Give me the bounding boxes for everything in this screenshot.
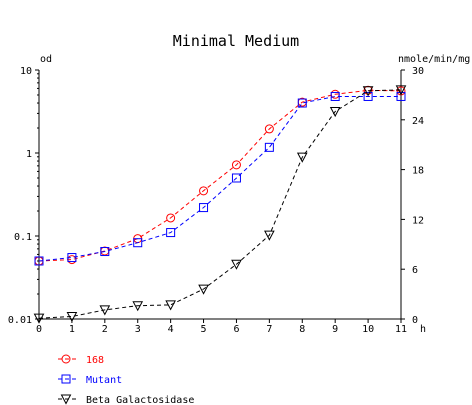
data-point-beta-galactosidase [99, 305, 111, 316]
axes [35, 69, 405, 323]
chart-title: Minimal Medium [173, 32, 299, 50]
x-tick-label: 4 [168, 324, 174, 335]
x-tick-label: 11 [395, 324, 407, 335]
left-axis-unit: od [40, 54, 52, 65]
data-point-mutant [264, 142, 274, 152]
data-point-mutant [231, 173, 241, 183]
x-axis-unit: h [420, 324, 426, 335]
left-tick-label: 10 [20, 66, 32, 77]
right-tick-label: 12 [412, 215, 424, 226]
x-tick-label: 7 [266, 324, 272, 335]
data-point-mutant [330, 91, 340, 101]
data-point-mutant [67, 253, 77, 263]
legend-marker-168 [61, 354, 71, 364]
left-tick-label: 1 [26, 149, 32, 160]
left-tick-label: 0.1 [14, 232, 32, 243]
x-tick-label: 1 [69, 324, 75, 335]
right-tick-label: 6 [412, 265, 418, 276]
right-tick-label: 0 [412, 315, 418, 326]
data-point-beta-galactosidase [395, 85, 407, 96]
legend-marker-beta-galactosidase [60, 394, 72, 405]
data-point-mutant [199, 203, 209, 213]
right-tick-label: 30 [412, 66, 424, 77]
data-point-beta-galactosidase [66, 312, 78, 323]
x-tick-label: 0 [36, 324, 42, 335]
data-point-mutant [100, 247, 110, 257]
data-point-beta-galactosidase [329, 107, 341, 118]
x-tick-label: 6 [233, 324, 239, 335]
data-point-beta-galactosidase [33, 313, 45, 324]
x-tick-label: 2 [102, 324, 108, 335]
right-axis-unit: nmole/min/mg [398, 54, 470, 65]
data-point-mutant [396, 91, 406, 101]
right-tick-label: 24 [412, 116, 424, 127]
legend-label-beta-galactosidase: Beta Galactosidase [86, 395, 194, 405]
data-point-beta-galactosidase [362, 86, 374, 97]
data-point-mutant [166, 228, 176, 238]
data-point-mutant [297, 98, 307, 108]
series-line-168 [38, 89, 402, 262]
data-point-beta-galactosidase [264, 230, 275, 241]
data-point-mutant [363, 91, 373, 101]
data-point-mutant [34, 256, 44, 266]
x-tick-label: 5 [201, 324, 207, 335]
data-point-168 [264, 124, 274, 134]
x-tick-label: 3 [135, 324, 141, 335]
x-tick-label: 10 [362, 324, 374, 335]
data-point-168 [231, 160, 241, 170]
data-point-beta-galactosidase [231, 259, 242, 270]
data-point-168 [199, 186, 209, 196]
legend-label-mutant: Mutant [86, 375, 122, 386]
x-tick-label: 8 [299, 324, 305, 335]
data-point-beta-galactosidase [296, 152, 308, 163]
data-point-mutant [133, 238, 143, 248]
data-point-beta-galactosidase [165, 300, 176, 311]
data-point-beta-galactosidase [132, 301, 144, 312]
series-line-mutant [38, 96, 401, 262]
left-tick-label: 0.01 [8, 315, 32, 326]
x-tick-label: 9 [332, 324, 338, 335]
data-point-beta-galactosidase [198, 284, 209, 295]
plot-area [33, 85, 407, 324]
right-tick-label: 18 [412, 166, 424, 177]
legend: 168 Mutant Beta Galactosidase [58, 354, 194, 405]
data-point-168 [166, 213, 176, 223]
legend-marker-mutant [61, 374, 71, 384]
series-line-beta-galactosidase [38, 89, 402, 319]
legend-label-168: 168 [86, 355, 104, 366]
